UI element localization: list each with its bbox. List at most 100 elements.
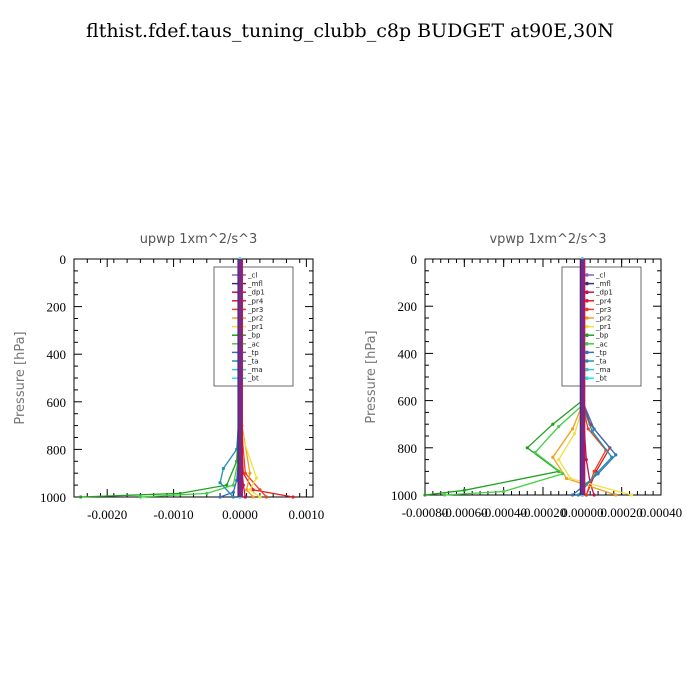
legend-label: _cl	[595, 272, 605, 280]
data-point_pr1	[629, 493, 634, 497]
y-tick-label: 400	[47, 347, 67, 362]
data-point_ta	[576, 493, 581, 497]
x-tick-label: -0.00020	[520, 505, 567, 520]
legend-label: _tp	[595, 349, 607, 357]
data-point_pr2	[570, 427, 575, 431]
legend-label: _bp	[595, 332, 609, 340]
legend-label: _pr2	[247, 315, 263, 323]
panel-title: vpwp 1xm^2/s^3	[489, 232, 606, 247]
data-point_dp1	[592, 493, 596, 497]
legend-label: _mfl	[247, 280, 263, 288]
data-point_tp	[592, 427, 596, 431]
data-point_bp	[462, 488, 466, 492]
data-point_pr1	[258, 495, 262, 499]
legend-label: _tp	[247, 349, 259, 357]
data-point_ac	[502, 489, 506, 494]
legend-label: _pr3	[247, 306, 263, 314]
x-tick-label: 0.00040	[640, 505, 682, 520]
legend-label: _pr4	[247, 297, 264, 305]
data-point_tp	[570, 493, 575, 497]
data-point_pr1	[568, 476, 573, 481]
data-point_ta	[590, 429, 594, 433]
legend-label: _pr1	[247, 323, 263, 331]
legend-marker	[585, 281, 589, 286]
legend-label: _bt	[595, 375, 607, 383]
legend-marker	[585, 273, 589, 277]
figure-title: flthist.fdef.taus_tuning_clubb_c8p BUDGE…	[86, 20, 614, 42]
x-tick-label: -0.0020	[87, 507, 127, 522]
panel-title: upwp 1xm^2/s^3	[140, 232, 258, 247]
legend-marker	[585, 307, 589, 312]
data-point_ta	[218, 481, 222, 485]
x-tick-label: 0.0000	[222, 507, 258, 522]
x-tick-label: 0.00000	[561, 505, 603, 520]
legend-marker	[585, 376, 589, 381]
data-point_bp	[225, 483, 229, 487]
chart-panel-2: vpwp 1xm^2/s^3 Pressure [hPa] 0 200 400 600 80…	[364, 232, 682, 520]
data-point_pr2	[245, 488, 249, 492]
legend-label: _bp	[247, 332, 261, 340]
data-point_ac	[138, 495, 142, 499]
data-point_ac	[231, 483, 235, 487]
data-point_pr3	[258, 488, 262, 492]
y-tick-label: 0	[411, 252, 418, 267]
legend-marker	[585, 299, 589, 303]
data-point_dp1	[243, 495, 247, 499]
legend-marker	[585, 290, 589, 295]
y-axis-label: Pressure [hPa]	[13, 331, 28, 424]
data-point_ta	[610, 455, 614, 459]
data-point_pr3	[592, 469, 596, 473]
data-point_pr3	[584, 493, 588, 497]
data-point_pr2	[251, 495, 255, 499]
legend-label: _ta	[595, 358, 607, 366]
y-tick-label: 600	[398, 394, 418, 409]
data-point_bp	[423, 493, 427, 497]
data-point_tp	[231, 490, 235, 494]
y-tick-label: 200	[47, 300, 67, 315]
data-point_pr3	[243, 471, 247, 475]
data-point_pr4	[251, 488, 255, 492]
data-point_pr3	[264, 495, 269, 499]
legend-marker	[585, 316, 589, 320]
legend-label: _ac	[595, 340, 608, 348]
data-point_bp	[79, 495, 83, 499]
legend-label: _ta	[247, 358, 259, 366]
data-point_ac	[561, 472, 565, 476]
data-point_dp1	[584, 458, 588, 462]
x-tick-label: 0.00020	[601, 505, 643, 520]
legend-marker	[585, 333, 589, 338]
x-tick-label: 0.0010	[288, 507, 324, 522]
legend-label: _pr3	[595, 306, 611, 314]
data-point_pr1	[572, 432, 577, 436]
data-point_bp	[551, 422, 555, 426]
x-tick-label: -0.00040	[480, 505, 527, 520]
legend-label: _dp1	[595, 289, 613, 297]
data-point_ta	[594, 472, 598, 476]
legend-label: _ma	[247, 366, 263, 374]
y-axis-label: Pressure [hPa]	[364, 330, 379, 423]
y-tick-label: 200	[398, 299, 418, 314]
legend-label: _bt	[247, 375, 259, 383]
legend-marker	[585, 324, 589, 329]
legend-label: _dp1	[247, 289, 265, 297]
legend-box	[561, 266, 642, 387]
x-tick-label: -0.00060	[441, 505, 488, 520]
data-point_tp	[614, 453, 618, 457]
data-point_tp	[235, 478, 239, 482]
y-tick-label: 1000	[391, 488, 417, 503]
data-point_ac	[533, 450, 537, 455]
legend-marker	[585, 367, 589, 372]
legend-label: _pr4	[595, 297, 612, 305]
data-point_tp	[218, 495, 222, 499]
legend-label: _cl	[247, 272, 257, 280]
data-point_pr1	[557, 458, 561, 462]
data-point_ac	[443, 493, 447, 497]
y-tick-label: 800	[398, 441, 418, 456]
legend-label: _pr1	[595, 323, 611, 331]
x-tick-label: -0.0010	[154, 507, 194, 522]
data-point_pr2	[614, 493, 618, 497]
data-point_pr2	[565, 476, 569, 481]
data-point_pr2	[551, 455, 555, 459]
